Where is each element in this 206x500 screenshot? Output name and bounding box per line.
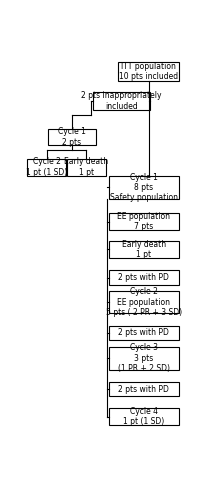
FancyBboxPatch shape [109, 241, 179, 258]
FancyBboxPatch shape [118, 62, 179, 81]
Text: 2 pts inappropriately
included: 2 pts inappropriately included [81, 91, 162, 110]
Text: 2 pts with PD: 2 pts with PD [118, 273, 169, 282]
FancyBboxPatch shape [48, 128, 96, 146]
Text: 2 pts with PD: 2 pts with PD [118, 328, 169, 338]
FancyBboxPatch shape [109, 347, 179, 370]
FancyBboxPatch shape [109, 270, 179, 285]
FancyBboxPatch shape [67, 158, 105, 176]
Text: Cycle 2
1 pt (1 SD): Cycle 2 1 pt (1 SD) [26, 158, 67, 176]
Text: EE population
7 pts: EE population 7 pts [117, 212, 170, 232]
FancyBboxPatch shape [109, 291, 179, 314]
Text: Cycle 4
1 pt (1 SD): Cycle 4 1 pt (1 SD) [123, 407, 165, 426]
Text: Cycle 3
3 pts
(1 PR + 2 SD): Cycle 3 3 pts (1 PR + 2 SD) [118, 344, 170, 374]
FancyBboxPatch shape [27, 158, 66, 176]
FancyBboxPatch shape [109, 382, 179, 396]
Text: ITT population
10 pts included: ITT population 10 pts included [119, 62, 178, 81]
Text: Cycle 1
8 pts
Safety population: Cycle 1 8 pts Safety population [110, 172, 178, 203]
FancyBboxPatch shape [93, 92, 150, 110]
Text: Early death
1 pt: Early death 1 pt [122, 240, 166, 259]
Text: Cycle 1
2 pts: Cycle 1 2 pts [58, 128, 86, 146]
Text: Cycle 2
EE population
5 pts ( 2 PR + 3 SD): Cycle 2 EE population 5 pts ( 2 PR + 3 S… [106, 288, 182, 317]
FancyBboxPatch shape [109, 408, 179, 425]
FancyBboxPatch shape [109, 213, 179, 230]
Text: 2 pts with PD: 2 pts with PD [118, 384, 169, 394]
FancyBboxPatch shape [109, 176, 179, 199]
Text: Early death
1 pt: Early death 1 pt [64, 158, 109, 176]
FancyBboxPatch shape [109, 326, 179, 340]
